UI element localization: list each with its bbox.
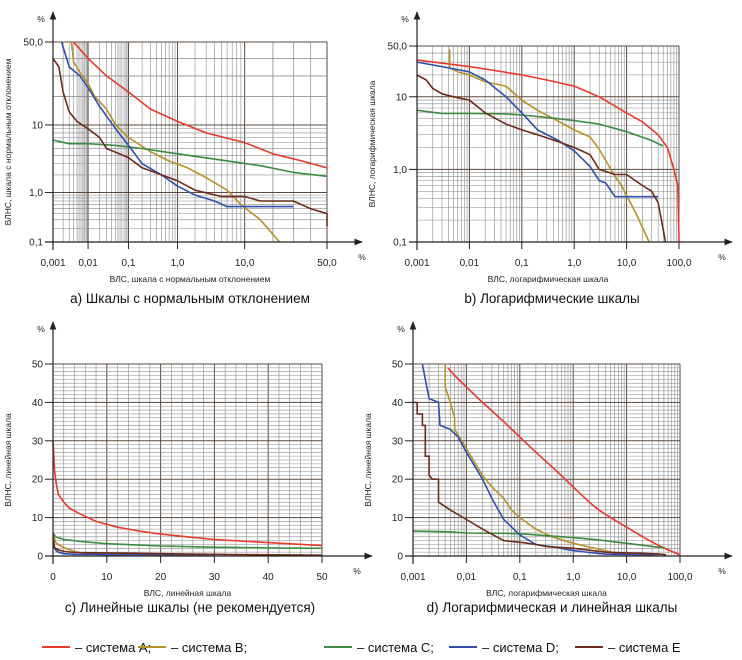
- grid-b: [416, 45, 680, 243]
- series-line-a-e: [52, 57, 328, 227]
- series-line-c-a: [52, 440, 323, 547]
- y-tick-label: 40: [32, 398, 44, 409]
- x-tick-label: 20: [155, 572, 167, 583]
- y-unit-label: %: [37, 324, 45, 334]
- series-line-d-b: [444, 364, 653, 557]
- x-tick-label: 0,01: [457, 572, 477, 583]
- x-tick-label: 0,01: [460, 258, 480, 269]
- x-axis-title: ВЛС, шкала с нормальным отклонением: [110, 274, 271, 284]
- legend-label-c: – система C;: [357, 640, 434, 655]
- series-line-d-c: [412, 530, 665, 549]
- x-tick-label: 0,001: [400, 572, 425, 583]
- y-tick-label: 1,0: [393, 165, 407, 176]
- x-axis-title: ВЛС, логарифмическая шкала: [486, 588, 607, 598]
- x-axis-title: ВЛС, линейная шкала: [144, 588, 232, 598]
- y-tick-label: 0: [397, 552, 403, 563]
- chart-panel-a: 0,001 0,01 0,1 1,0 10,0 50,0 0,1 1,0 10 50,0%% ВЛС…: [3, 11, 366, 284]
- x-tick-label: 1,0: [567, 258, 581, 269]
- series-line-b-b: [448, 49, 650, 243]
- x-tick-label: 50,0: [317, 258, 337, 269]
- series-line-a-d: [60, 41, 294, 208]
- y-unit-label: %: [401, 14, 409, 24]
- y-unit-label: %: [37, 14, 45, 24]
- series-line-c-b: [52, 532, 210, 557]
- y-tick-label: 50,0: [24, 38, 44, 49]
- x-tick-label: 0,1: [122, 258, 136, 269]
- y-tick-label: 50: [32, 360, 44, 371]
- legend-label-e: – система E: [608, 640, 681, 655]
- legend: – система A; – система B; – система C; –…: [42, 640, 681, 655]
- x-tick-label: 50: [316, 572, 328, 583]
- y-tick-label: 10: [32, 120, 44, 131]
- legend-label-a: – система A;: [75, 640, 151, 655]
- x-tick-label: 0: [50, 572, 56, 583]
- y-axis-title: ВЛНС, линейная шкала: [363, 413, 373, 507]
- x-tick-label: 0,01: [78, 258, 98, 269]
- y-tick-label: 0: [37, 552, 43, 563]
- y-unit-label: %: [397, 324, 405, 334]
- y-tick-label: 10: [32, 513, 44, 524]
- x-tick-label: 30: [209, 572, 221, 583]
- grid-c: [52, 363, 323, 557]
- x-tick-label: 1,0: [171, 258, 185, 269]
- y-tick-label: 1,0: [29, 188, 43, 199]
- series-line-d-e: [413, 401, 667, 556]
- x-tick-label: 10,0: [617, 258, 637, 269]
- x-tick-label: 1,0: [566, 572, 580, 583]
- x-tick-label: 40: [263, 572, 275, 583]
- x-unit-label: %: [718, 566, 726, 576]
- y-tick-label: 10: [396, 92, 408, 103]
- y-tick-label: 50: [392, 360, 404, 371]
- series-line-a-b: [70, 41, 281, 243]
- series-line-c-c: [52, 532, 323, 550]
- y-tick-label: 10: [392, 513, 404, 524]
- series-line-c-e: [52, 536, 323, 556]
- series-line-b-d: [416, 61, 659, 198]
- grid-d: [412, 363, 681, 557]
- x-tick-label: 0,1: [515, 258, 529, 269]
- grid-a: [52, 41, 328, 243]
- chart-panel-d: 0,001 0,01 0,1 1,0 10,0 100,0 0 10 20 30 40 50%% ВЛС…: [363, 321, 733, 598]
- series-line-c-d: [52, 544, 215, 556]
- x-tick-label: 10,0: [617, 572, 637, 583]
- x-unit-label: %: [353, 566, 361, 576]
- legend-label-b: – система B;: [171, 640, 247, 655]
- y-tick-label: 20: [392, 475, 404, 486]
- caption-d: d) Логарифмическая и линейная шкалы: [427, 600, 678, 615]
- x-tick-label: 10: [101, 572, 113, 583]
- series-line-b-a: [416, 59, 680, 243]
- caption-b: b) Логарифмические шкалы: [464, 291, 639, 306]
- x-tick-label: 100,0: [666, 258, 691, 269]
- series-line-b-c: [416, 109, 664, 147]
- x-tick-label: 10,0: [235, 258, 255, 269]
- y-axis-title: ВЛНС, логарифмическая шкала: [367, 80, 377, 207]
- y-tick-label: 20: [32, 475, 44, 486]
- x-tick-label: 100,0: [667, 572, 692, 583]
- legend-label-d: – система D;: [482, 640, 559, 655]
- y-tick-label: 50,0: [388, 42, 408, 53]
- chart-panel-b: 0,001 0,01 0,1 1,0 10,0 100,0 0,1 1,0 10 50,0%% ВЛ…: [367, 11, 733, 284]
- x-unit-label: %: [358, 252, 366, 262]
- series-line-d-d: [421, 363, 659, 556]
- series-line-d-a: [447, 367, 681, 556]
- chart-panel-c: 0 10 20 30 40 50 0 10 20 30 40 50%% ВЛС, линейная шк…: [3, 321, 373, 598]
- x-tick-label: 0,1: [513, 572, 527, 583]
- x-tick-label: 0,001: [40, 258, 65, 269]
- y-tick-label: 30: [32, 436, 44, 447]
- y-tick-label: 40: [392, 398, 404, 409]
- y-axis-title: ВЛНС, линейная шкала: [3, 413, 13, 507]
- series-line-a-a: [73, 41, 328, 169]
- y-tick-label: 30: [392, 436, 404, 447]
- y-tick-label: 0,1: [393, 238, 407, 249]
- caption-c: c) Линейные шкалы (не рекомендуется): [65, 600, 315, 615]
- series-line-a-c: [52, 139, 328, 178]
- y-tick-label: 0,1: [29, 238, 43, 249]
- x-tick-label: 0,001: [404, 258, 429, 269]
- y-axis-title: ВЛНС, шкала с нормальным отклонением: [3, 58, 13, 225]
- caption-a: a) Шкалы с нормальным отклонением: [70, 291, 310, 306]
- x-unit-label: %: [718, 252, 726, 262]
- x-axis-title: ВЛС, логарифмическая шкала: [488, 274, 609, 284]
- series-line-b-e: [416, 74, 667, 243]
